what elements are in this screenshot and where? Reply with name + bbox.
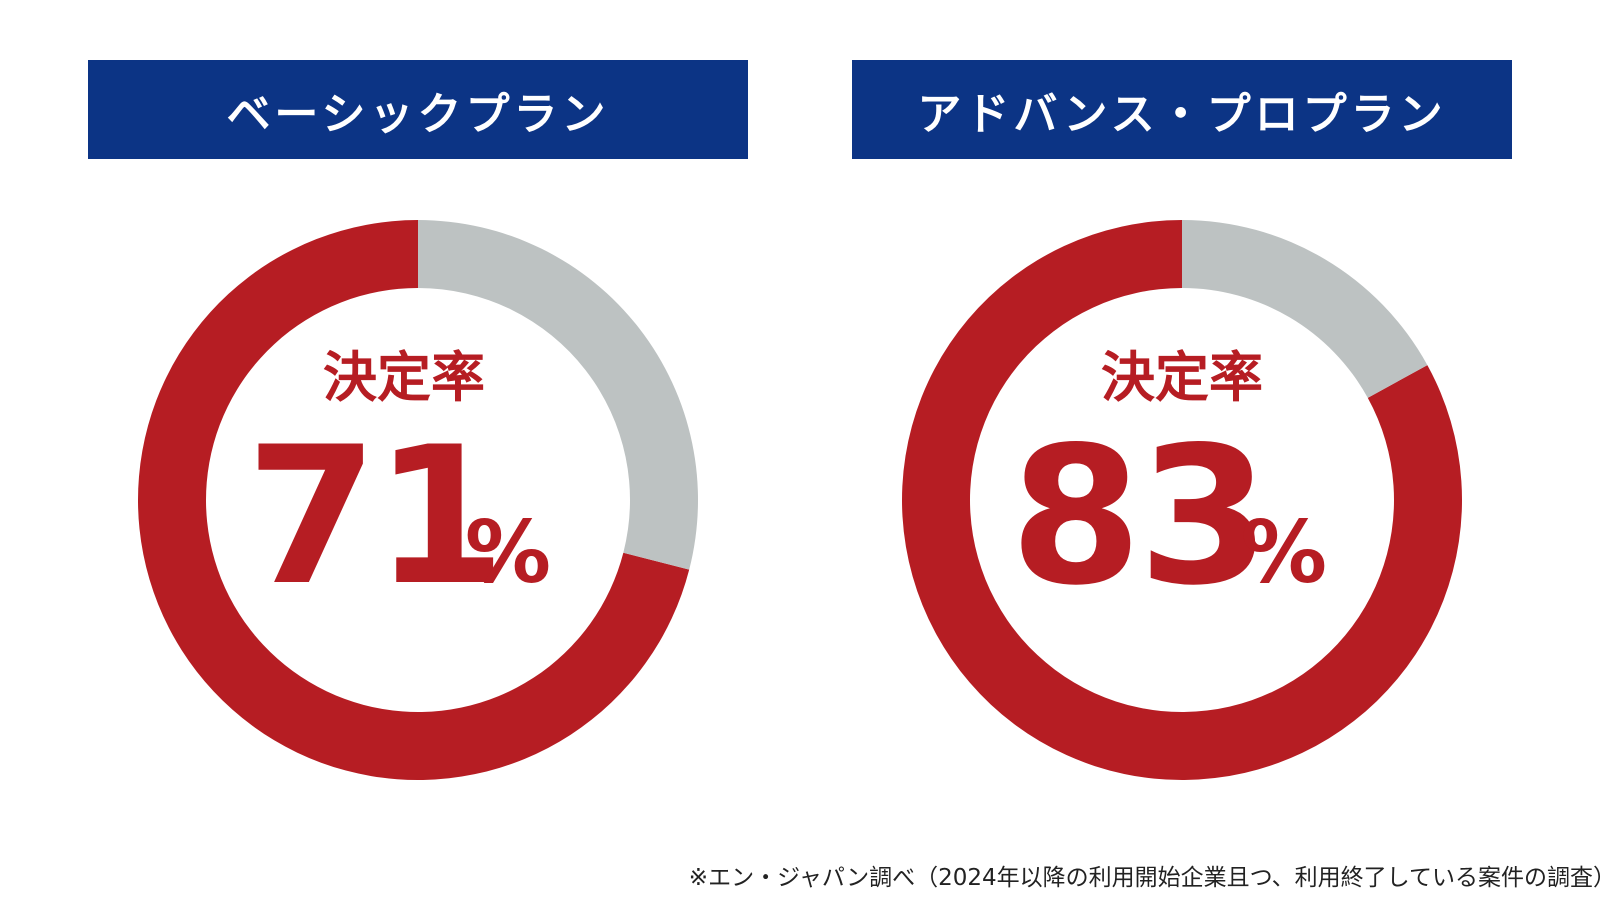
center-unit-advance: % — [1241, 503, 1327, 603]
plan-title-advance: アドバンス・プロプラン — [852, 60, 1512, 159]
chart-panel-advance: アドバンス・プロプラン 決定率 83 % — [852, 0, 1512, 914]
donut-slices — [902, 220, 1462, 780]
center-label-advance: 決定率 — [1101, 346, 1263, 409]
chart-panel-basic: ベーシックプラン 決定率 71 % — [88, 0, 748, 914]
donut-slices — [138, 220, 699, 780]
center-label-basic: 決定率 — [323, 346, 485, 409]
donut-chart-basic: 決定率 71 % — [138, 220, 699, 780]
center-value-advance: 83 — [1010, 406, 1266, 627]
plan-title-basic: ベーシックプラン — [88, 60, 748, 159]
donut-chart-advance: 決定率 83 % — [902, 220, 1462, 780]
donut-slice-remainder — [1182, 220, 1428, 398]
center-value-basic: 71 — [246, 406, 502, 627]
center-unit-basic: % — [465, 503, 551, 603]
footnote: ※エン・ジャパン調べ（2024年以降の利用開始企業且つ、利用終了している案件の調… — [688, 865, 1616, 891]
donut-slice-remainder — [418, 220, 699, 570]
